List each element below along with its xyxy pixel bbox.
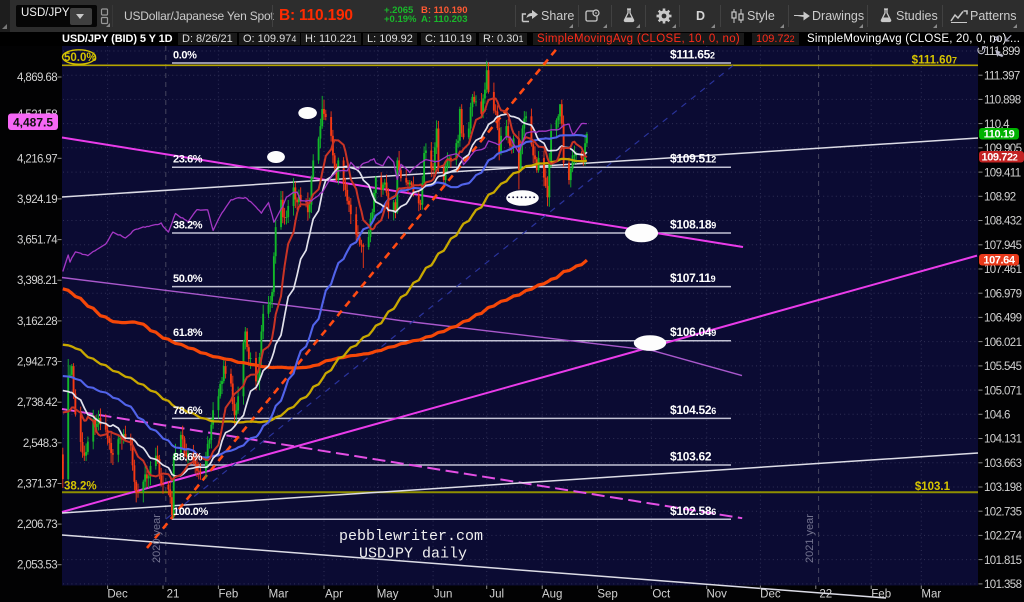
svg-text:Feb: Feb: [871, 589, 891, 601]
svg-text:↺: ↺: [976, 46, 987, 58]
svg-text:38.2%: 38.2%: [173, 220, 203, 232]
svg-text:4,487.5: 4,487.5: [13, 116, 53, 130]
svg-text:Apr: Apr: [325, 589, 343, 601]
svg-text:Feb: Feb: [218, 589, 238, 601]
svg-text:108.92: 108.92: [984, 192, 1016, 204]
svg-text:$103.62: $103.62: [670, 450, 712, 464]
svg-text:109.722: 109.722: [982, 151, 1018, 163]
svg-text:2021 year: 2021 year: [804, 514, 816, 563]
svg-text:105.545: 105.545: [984, 361, 1022, 373]
svg-text:104.6: 104.6: [984, 410, 1010, 422]
svg-text:$111.652: $111.652: [670, 48, 715, 62]
svg-text:$102.586: $102.586: [670, 504, 716, 518]
svg-text:22: 22: [819, 589, 832, 601]
svg-text:$108.189: $108.189: [670, 218, 716, 232]
svg-text:101.815: 101.815: [984, 555, 1022, 567]
svg-text:pebblewriter.com: pebblewriter.com: [339, 528, 483, 545]
svg-text:$104.526: $104.526: [670, 403, 716, 417]
svg-text:107.64: 107.64: [983, 254, 1016, 266]
svg-text:2,548.3: 2,548.3: [23, 438, 57, 450]
svg-text:3,162.28: 3,162.28: [17, 316, 57, 328]
svg-text:Mar: Mar: [921, 589, 941, 601]
svg-text:2,053.53: 2,053.53: [17, 560, 57, 572]
svg-text:3,924.19: 3,924.19: [17, 194, 57, 206]
svg-text:109.411: 109.411: [984, 167, 1021, 179]
svg-text:50.0%: 50.0%: [173, 273, 203, 285]
svg-text:$109.512: $109.512: [670, 152, 716, 166]
svg-text:Jul: Jul: [489, 589, 504, 601]
svg-text:Aug: Aug: [542, 589, 562, 601]
svg-text:106.499: 106.499: [984, 313, 1022, 325]
svg-text:107.945: 107.945: [984, 240, 1022, 252]
svg-text:$111.607: $111.607: [912, 55, 957, 67]
svg-text:$106.049: $106.049: [670, 325, 716, 339]
svg-text:Nov: Nov: [706, 589, 727, 601]
svg-text:110.4: 110.4: [984, 119, 1010, 131]
svg-text:USDJPY daily: USDJPY daily: [359, 546, 467, 563]
svg-text:4,216.97: 4,216.97: [17, 153, 57, 165]
svg-text:101.358: 101.358: [984, 579, 1022, 591]
svg-text:2,942.73: 2,942.73: [17, 357, 57, 369]
svg-text:100.0%: 100.0%: [173, 506, 209, 518]
svg-text:111.899: 111.899: [984, 46, 1020, 58]
svg-text:Oct: Oct: [652, 589, 671, 601]
svg-text:Dec: Dec: [760, 589, 781, 601]
svg-text:3,398.21: 3,398.21: [17, 275, 57, 287]
svg-text:2020 year: 2020 year: [151, 514, 163, 563]
svg-text:106.021: 106.021: [984, 337, 1022, 349]
svg-text:88.6%: 88.6%: [173, 452, 203, 464]
svg-text:38.2%: 38.2%: [64, 481, 97, 493]
svg-text:2,738.42: 2,738.42: [17, 397, 57, 409]
svg-text:104.131: 104.131: [984, 434, 1022, 446]
svg-text:106.979: 106.979: [984, 288, 1022, 300]
svg-text:108.432: 108.432: [984, 216, 1022, 228]
svg-text:102.735: 102.735: [984, 506, 1022, 518]
svg-text:2,206.73: 2,206.73: [17, 519, 57, 531]
svg-text:107.461: 107.461: [984, 264, 1022, 276]
svg-text:50.0%: 50.0%: [64, 52, 97, 64]
svg-text:4,869.68: 4,869.68: [17, 72, 57, 84]
svg-text:78.6%: 78.6%: [173, 405, 203, 417]
svg-text:$103.1: $103.1: [915, 481, 951, 493]
svg-text:110.898: 110.898: [984, 95, 1021, 107]
svg-text:Dec: Dec: [107, 589, 128, 601]
svg-text:111.397: 111.397: [984, 70, 1020, 82]
svg-text:102.274: 102.274: [984, 531, 1023, 543]
svg-text:105.071: 105.071: [984, 385, 1022, 397]
svg-text:$107.119: $107.119: [670, 271, 716, 285]
svg-text:Sep: Sep: [597, 589, 617, 601]
svg-text:61.8%: 61.8%: [173, 327, 203, 339]
svg-text:103.198: 103.198: [984, 482, 1022, 494]
svg-text:23.6%: 23.6%: [173, 154, 203, 166]
svg-text:21: 21: [167, 589, 180, 601]
svg-text:2,371.37: 2,371.37: [17, 479, 57, 491]
svg-text:3,651.74: 3,651.74: [17, 235, 58, 247]
svg-text:110.19: 110.19: [984, 128, 1015, 140]
svg-text:103.663: 103.663: [984, 458, 1022, 470]
svg-text:Jun: Jun: [434, 589, 453, 601]
svg-text:May: May: [377, 589, 399, 601]
svg-text:0.0%: 0.0%: [173, 50, 197, 62]
svg-text:Mar: Mar: [269, 589, 289, 601]
